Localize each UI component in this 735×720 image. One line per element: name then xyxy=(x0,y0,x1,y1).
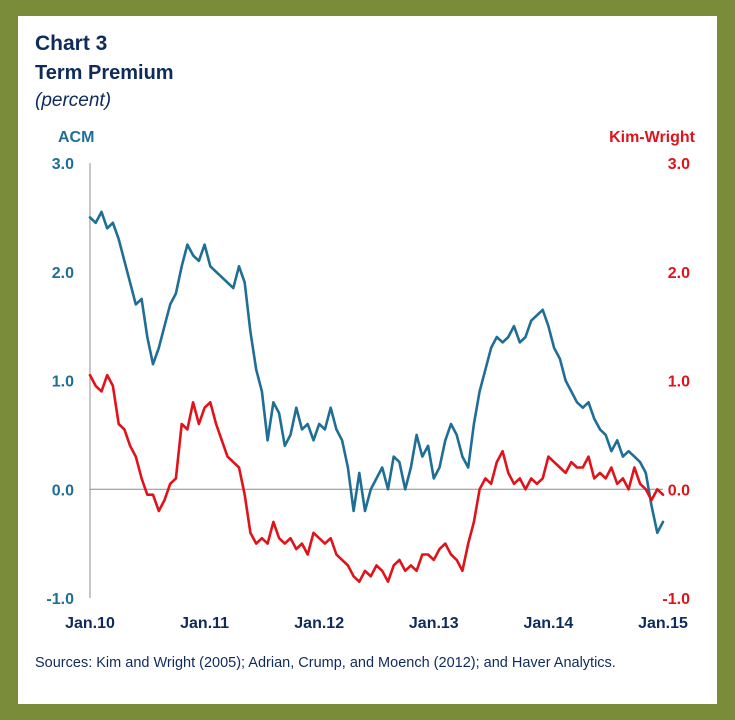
left-y-tick-label: 2.0 xyxy=(52,265,74,282)
left-y-tick-label: 3.0 xyxy=(52,156,74,173)
series-line-kim-wright xyxy=(88,373,665,583)
x-tick-label: Jan.12 xyxy=(294,615,344,632)
right-y-tick-label: 1.0 xyxy=(668,374,690,391)
left-axis-label: ACM xyxy=(58,129,94,146)
right-y-tick-label: -1.0 xyxy=(662,591,690,608)
source-note: Sources: Kim and Wright (2005); Adrian, … xyxy=(35,655,616,671)
left-y-tick-label: 1.0 xyxy=(52,374,74,391)
x-tick-label: Jan.14 xyxy=(523,615,573,632)
right-axis-label: Kim-Wright xyxy=(609,129,696,146)
chart-title: Term Premium xyxy=(35,62,174,84)
line-chart: ACM Kim-Wright 3.0 3.0 2.0 2.0 1.0 1.0 0.0 0.0 -… xyxy=(46,129,696,632)
chart-panel: Chart 3 Term Premium (percent) ACM Kim-W… xyxy=(18,16,717,704)
x-tick-label: Jan.13 xyxy=(409,615,459,632)
x-tick-label: Jan.10 xyxy=(65,615,115,632)
chart-number: Chart 3 xyxy=(35,32,108,55)
x-tick-label: Jan.11 xyxy=(180,615,229,632)
chart-units: (percent) xyxy=(35,90,112,111)
series-line-acm xyxy=(88,210,665,535)
right-y-tick-label: 3.0 xyxy=(668,156,690,173)
left-y-tick-label: 0.0 xyxy=(52,482,74,499)
right-y-tick-label: 2.0 xyxy=(668,265,690,282)
x-tick-label: Jan.15 xyxy=(638,615,688,632)
right-y-tick-label: 0.0 xyxy=(668,482,690,499)
left-y-tick-label: -1.0 xyxy=(46,591,74,608)
